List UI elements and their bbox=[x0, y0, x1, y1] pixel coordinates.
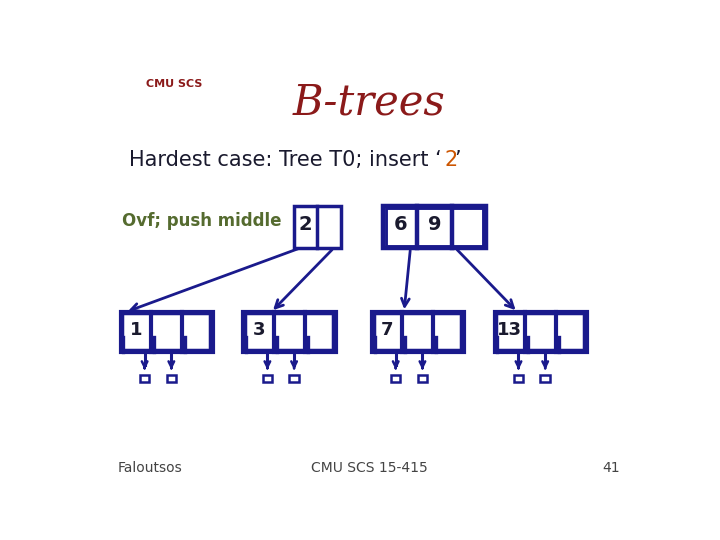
Text: 9: 9 bbox=[428, 215, 441, 234]
Text: Hardest case: Tree T0; insert ‘: Hardest case: Tree T0; insert ‘ bbox=[129, 151, 442, 171]
Text: CMU SCS: CMU SCS bbox=[145, 78, 202, 89]
Text: 2: 2 bbox=[299, 215, 312, 234]
Bar bbox=[140, 375, 149, 382]
Bar bbox=[246, 314, 333, 349]
Bar bbox=[498, 314, 584, 349]
Bar bbox=[121, 312, 213, 352]
Bar bbox=[243, 312, 336, 352]
Bar bbox=[263, 375, 272, 382]
Text: 7: 7 bbox=[381, 321, 393, 339]
Bar bbox=[391, 375, 400, 382]
Text: Ovf; push middle: Ovf; push middle bbox=[122, 212, 282, 230]
Bar bbox=[294, 206, 341, 248]
Bar bbox=[374, 314, 461, 349]
Bar bbox=[495, 312, 587, 352]
Text: 6: 6 bbox=[393, 215, 407, 234]
Text: 41: 41 bbox=[603, 461, 620, 475]
Text: 1: 1 bbox=[130, 321, 143, 339]
Bar bbox=[541, 375, 550, 382]
Bar bbox=[124, 314, 210, 349]
Text: 13: 13 bbox=[498, 321, 523, 339]
Bar bbox=[289, 375, 299, 382]
Text: B-trees: B-trees bbox=[292, 81, 446, 123]
Bar bbox=[383, 206, 486, 248]
Bar bbox=[514, 375, 523, 382]
Bar bbox=[418, 375, 427, 382]
Text: 2: 2 bbox=[444, 151, 458, 171]
Text: 3: 3 bbox=[253, 321, 265, 339]
Bar bbox=[166, 375, 176, 382]
Bar bbox=[372, 312, 464, 352]
Bar bbox=[386, 208, 483, 246]
Text: CMU SCS 15-415: CMU SCS 15-415 bbox=[310, 461, 428, 475]
Text: Faloutsos: Faloutsos bbox=[118, 461, 183, 475]
Text: ’: ’ bbox=[454, 151, 461, 171]
